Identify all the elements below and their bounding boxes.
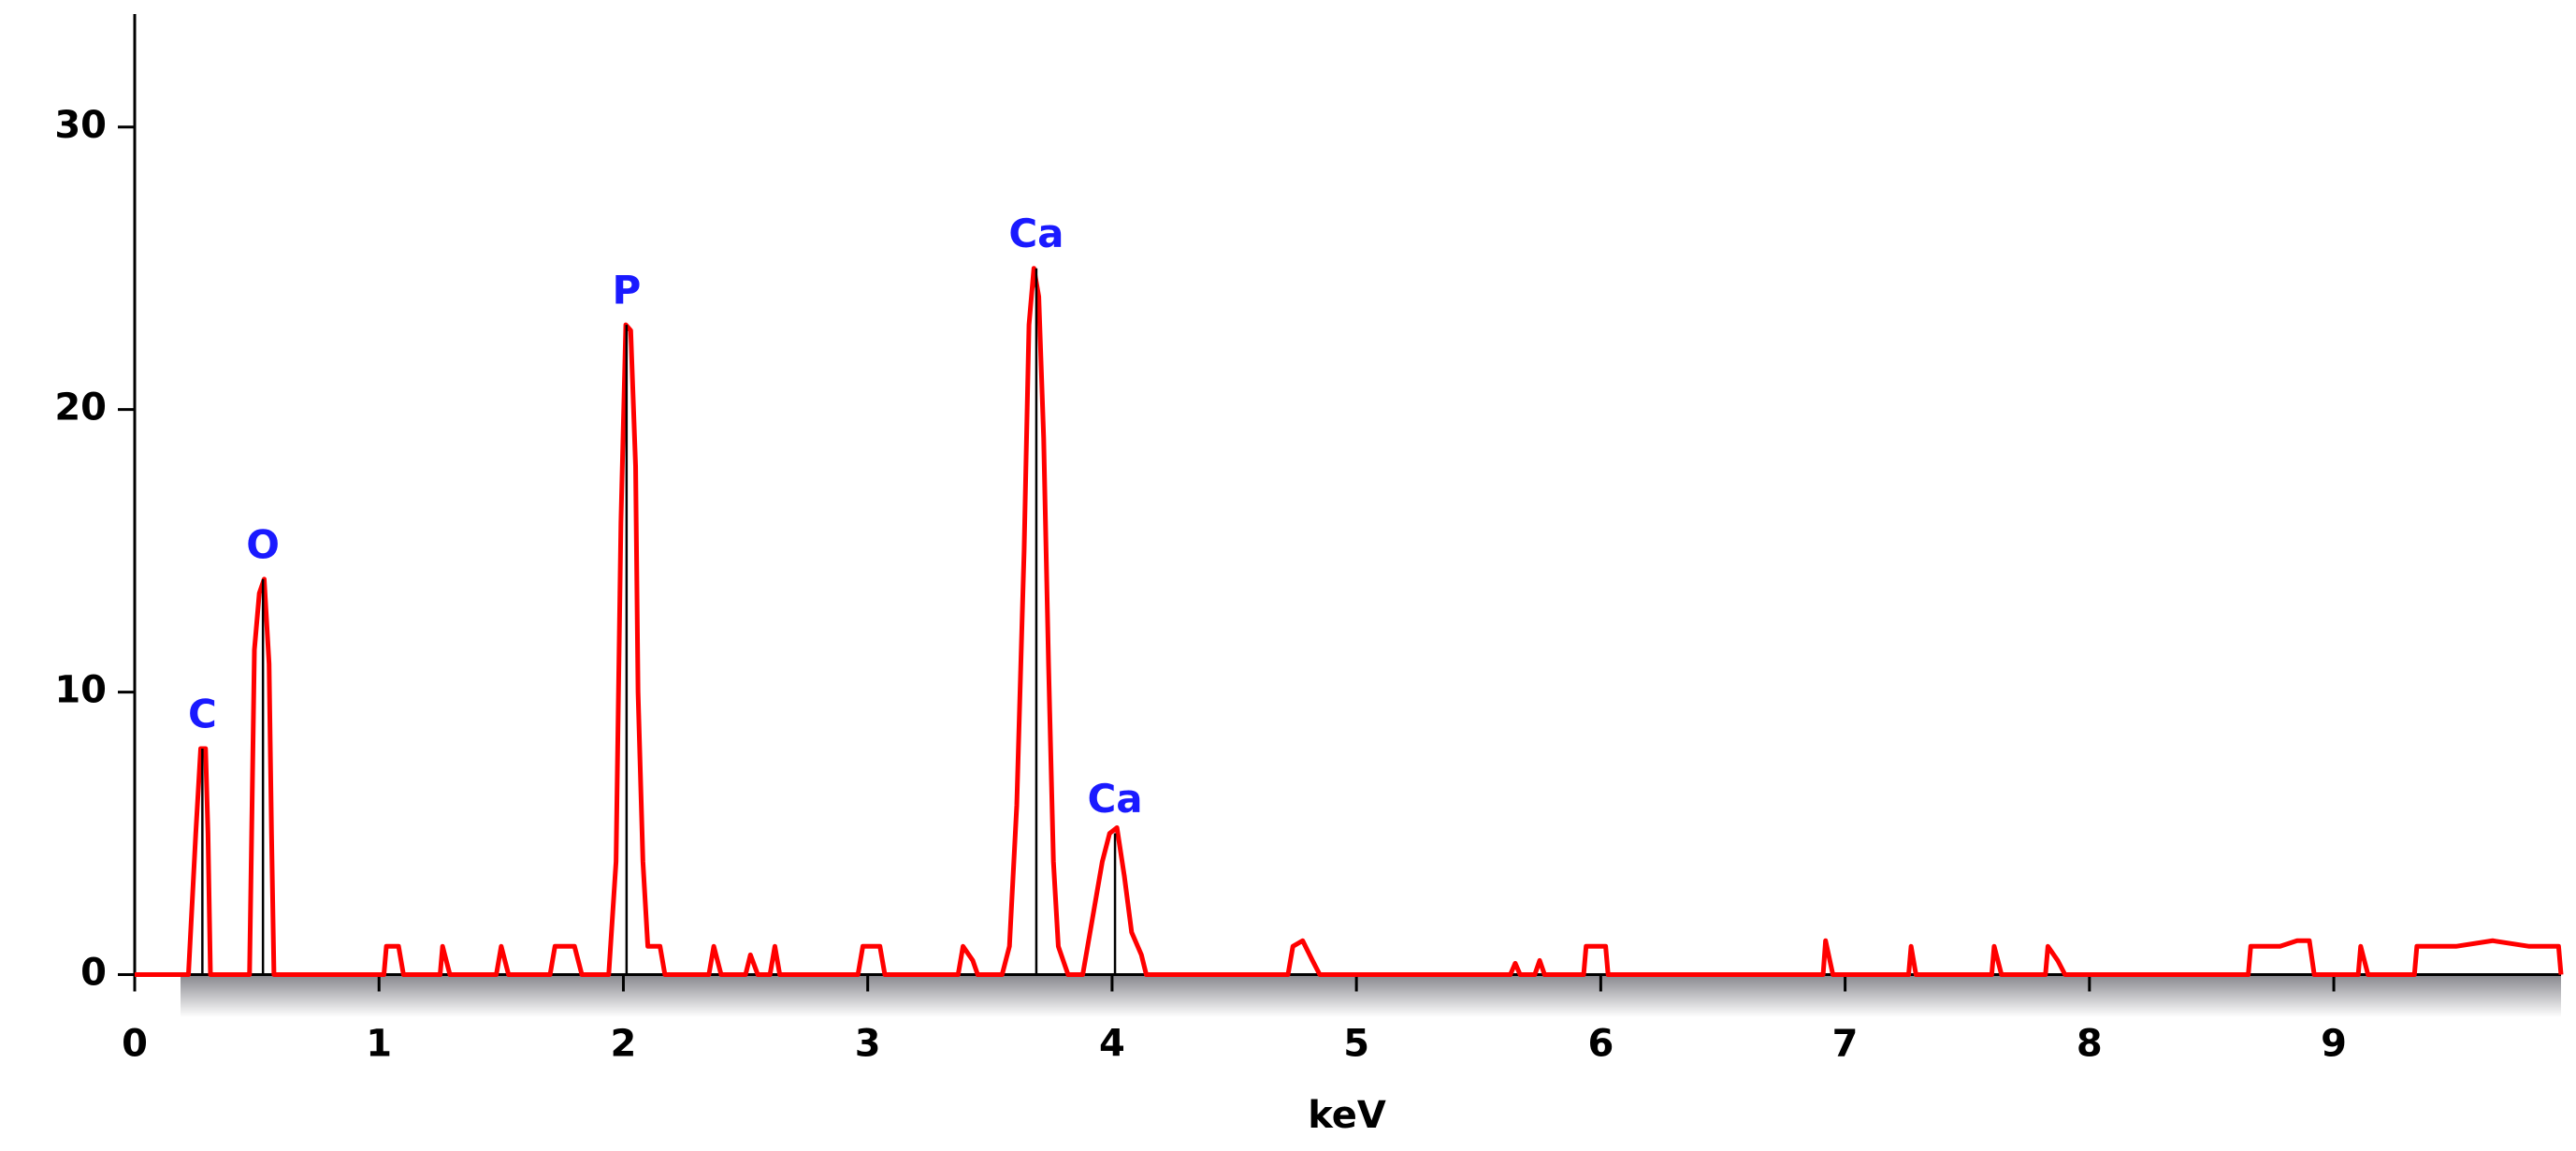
x-tick-label: 6 [1587, 1023, 1614, 1066]
x-tick-label: 7 [1832, 1023, 1859, 1066]
y-tick-label: 0 [80, 952, 107, 995]
x-tick-label: 5 [1343, 1023, 1369, 1066]
peak-label: Ca [1087, 776, 1142, 822]
x-tick-label: 0 [122, 1023, 148, 1066]
y-tick-label: 30 [54, 104, 107, 147]
x-tick-label: 8 [2077, 1023, 2103, 1066]
spectrum-line [135, 266, 2564, 977]
x-tick-label: 3 [855, 1023, 881, 1066]
baseline-shade [181, 976, 2561, 1017]
x-tick-label: 1 [366, 1023, 392, 1066]
peak-label: P [612, 268, 641, 313]
x-axis-label: keV [1308, 1094, 1386, 1137]
x-tick-label: 2 [611, 1023, 637, 1066]
x-tick-label: 4 [1099, 1023, 1125, 1066]
peak-label: O [246, 521, 280, 567]
y-tick-label: 20 [54, 386, 107, 430]
y-tick-label: 10 [54, 669, 107, 712]
peak-label: Ca [1008, 211, 1064, 256]
peak-label: C [188, 691, 217, 736]
x-tick-label: 9 [2321, 1023, 2347, 1066]
